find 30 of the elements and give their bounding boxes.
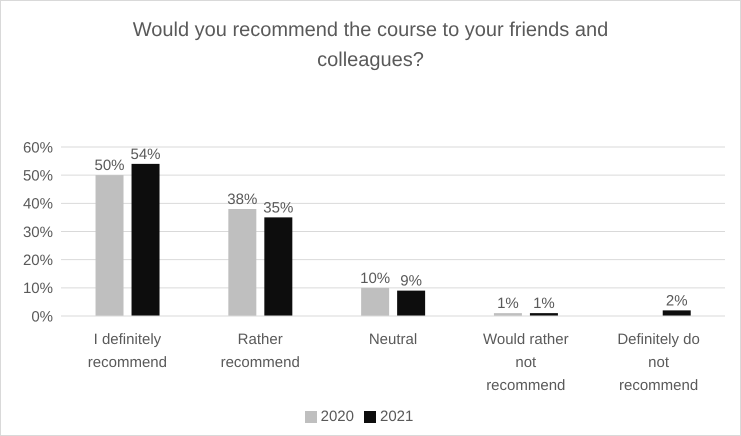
- x-tick-label: Would rather not recommend: [482, 331, 569, 394]
- legend-label: 2020: [320, 408, 354, 425]
- bar: [132, 164, 160, 316]
- data-label: 50%: [94, 157, 125, 174]
- data-label: 1%: [497, 295, 519, 312]
- data-label: 10%: [360, 270, 390, 287]
- y-tick-label: 0%: [31, 308, 53, 326]
- x-tick-label: Definitely do not recommend: [617, 331, 700, 394]
- bar: [96, 175, 124, 316]
- y-tick-label: 10%: [22, 280, 53, 298]
- y-tick-label: 40%: [22, 196, 53, 213]
- bar: [397, 290, 426, 316]
- x-tick-label: I definitely recommend: [88, 331, 167, 371]
- x-tick-label: Rather recommend: [220, 331, 300, 371]
- data-label: 38%: [227, 190, 258, 208]
- data-label: 2%: [666, 292, 688, 310]
- legend-label: 2021: [380, 408, 414, 425]
- y-tick-label: 30%: [22, 224, 53, 241]
- bar: [264, 217, 292, 316]
- x-tick-label: Neutral: [368, 331, 418, 348]
- bar: [228, 208, 256, 316]
- y-tick-label: 20%: [22, 252, 53, 269]
- bar: [361, 288, 390, 316]
- y-tick-label: 60%: [22, 139, 53, 156]
- data-label: 1%: [533, 295, 555, 312]
- data-label: 9%: [400, 272, 422, 290]
- chart-title: Would you recommend the course to your friends and colleagues?: [132, 18, 610, 73]
- y-tick-label: 50%: [22, 167, 53, 184]
- data-label: 54%: [130, 146, 161, 163]
- data-label: 35%: [263, 199, 294, 216]
